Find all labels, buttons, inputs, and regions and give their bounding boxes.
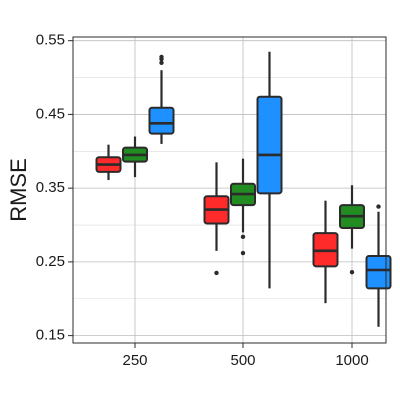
iqr-box <box>365 254 392 290</box>
box-1000-series-3 <box>365 204 392 327</box>
plot-frame <box>72 36 387 344</box>
y-tick-label: 0.15 <box>36 327 65 344</box>
y-tick-label: 0.35 <box>36 179 65 196</box>
outlier-point <box>159 54 164 60</box>
box-250-series-1 <box>95 144 122 181</box>
box-250-series-3 <box>148 54 175 144</box>
outlier-point <box>240 250 246 256</box>
box-layer <box>95 51 392 327</box>
y-tick-label: 0.45 <box>36 105 65 122</box>
outlier-point <box>376 204 381 209</box>
y-tick-label: 0.55 <box>36 32 65 49</box>
x-tick-label: 250 <box>122 352 147 369</box>
grid-layer <box>73 37 386 343</box>
box-500-series-2 <box>230 158 256 256</box>
box-1000-series-1 <box>312 200 339 304</box>
box-500-series-3 <box>256 51 283 289</box>
x-tick-label: 500 <box>230 352 255 369</box>
x-tick-label: 1000 <box>335 352 368 369</box>
outlier-point <box>214 270 219 276</box>
iqr-box <box>256 95 283 195</box>
outlier-point <box>240 234 246 240</box>
outlier-point <box>349 270 355 275</box>
iqr-box <box>148 106 175 135</box>
axis-layer: 0.15 0.25 0.35 0.45 0.55 250 500 1000 <box>36 32 387 369</box>
box-250-series-2 <box>122 136 148 178</box>
box-500-series-1 <box>203 162 230 276</box>
box-1000-series-2 <box>339 185 365 275</box>
y-axis-title: RMSE <box>6 158 31 222</box>
y-tick-label: 0.25 <box>36 253 65 270</box>
outlier-point <box>159 60 164 66</box>
